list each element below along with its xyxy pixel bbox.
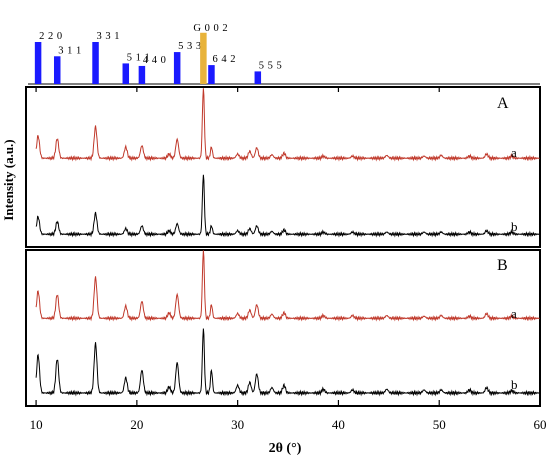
series-label: a bbox=[511, 306, 517, 321]
reference-bar bbox=[173, 52, 181, 84]
series-line-A-a bbox=[35, 88, 540, 162]
x-axis-label: 2θ (°) bbox=[269, 441, 302, 456]
x-axis-ticks: 10 20 30 40 50 60 bbox=[30, 87, 547, 432]
reference-bar bbox=[208, 65, 215, 84]
x-tick-label: 40 bbox=[332, 417, 345, 432]
x-tick-label: 10 bbox=[30, 417, 43, 432]
reference-bar-label: 5 5 5 bbox=[259, 60, 283, 71]
panel-frames bbox=[25, 86, 541, 407]
panel-labels: Aa b Ba b bbox=[497, 95, 518, 392]
x-tick-label: 20 bbox=[130, 417, 143, 432]
series-label: a bbox=[511, 145, 517, 160]
series-label: b bbox=[511, 219, 518, 234]
reference-bar bbox=[254, 71, 262, 84]
panel-frame bbox=[25, 86, 541, 248]
reference-bar-label: 4 4 0 bbox=[143, 55, 167, 66]
reference-bar-label: 6 4 2 bbox=[212, 54, 236, 65]
reference-bar bbox=[92, 42, 99, 84]
reference-bar-label: 5 3 3 bbox=[178, 41, 202, 52]
reference-bar-label: 5 1 1 bbox=[127, 52, 151, 63]
reference-bar bbox=[122, 63, 130, 84]
reference-bar bbox=[200, 32, 207, 84]
series-line-A-b bbox=[35, 174, 540, 238]
reference-bars: 2 2 0 3 1 1 3 3 1 5 1 14 4 0 5 3 3 G 0 0 2 6 4… bbox=[28, 23, 540, 85]
series-lines bbox=[35, 88, 540, 397]
x-tick-label: 60 bbox=[534, 417, 547, 432]
series-line-B-b bbox=[35, 328, 540, 397]
panel-label: B bbox=[497, 257, 508, 274]
panel-label: A bbox=[497, 95, 509, 112]
reference-bar-label: G 0 0 2 bbox=[193, 23, 228, 34]
x-tick-label: 50 bbox=[433, 417, 446, 432]
reference-bar-label: 2 2 0 bbox=[39, 31, 63, 42]
reference-bar bbox=[138, 65, 146, 84]
y-axis-label: Intensity (a.u.) bbox=[1, 139, 16, 220]
reference-bar bbox=[34, 42, 42, 84]
series-line-B-a bbox=[35, 250, 540, 322]
reference-bar-label: 3 1 1 bbox=[58, 45, 81, 56]
panel-frame bbox=[25, 249, 541, 407]
reference-bar bbox=[53, 56, 61, 84]
series-label: b bbox=[511, 377, 518, 392]
reference-bar-label: 3 3 1 bbox=[97, 31, 121, 42]
x-tick-label: 30 bbox=[231, 417, 244, 432]
